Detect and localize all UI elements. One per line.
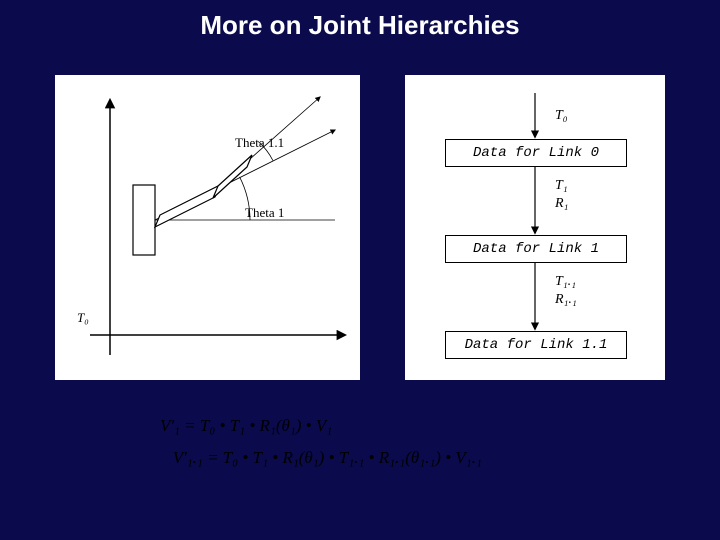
edge-label-t1: T₁ [555, 178, 568, 194]
edge-label-t0: T₀ [555, 108, 568, 124]
node-link-1: Data for Link 1 [445, 235, 627, 263]
hierarchy-diagram: Data for Link 0 Data for Link 1 Data for… [405, 75, 665, 380]
node-link-11: Data for Link 1.1 [445, 331, 627, 359]
edge-label-r11: R₁.₁ [555, 292, 577, 308]
label-t0: T₀ [77, 310, 89, 326]
label-theta1: Theta 1 [245, 205, 284, 221]
formula-line-2: V'₁.₁ = T₀ • T₁ • R₁(θ₁) • T₁.₁ • R₁.₁(θ… [160, 448, 482, 467]
transform-equations: V'₁ = T₀ • T₁ • R₁(θ₁) • V₁ V'₁.₁ = T₀ •… [160, 410, 482, 475]
node-link-0: Data for Link 0 [445, 139, 627, 167]
edge-label-t11: T₁.₁ [555, 274, 576, 290]
kinematic-svg [55, 75, 360, 380]
edge-label-r1: R₁ [555, 196, 568, 212]
formula-line-1: V'₁ = T₀ • T₁ • R₁(θ₁) • V₁ [160, 416, 332, 435]
label-theta11: Theta 1.1 [235, 135, 284, 151]
kinematic-diagram: T₀ Theta 1 Theta 1.1 [55, 75, 360, 380]
slide-title: More on Joint Hierarchies [0, 10, 720, 41]
